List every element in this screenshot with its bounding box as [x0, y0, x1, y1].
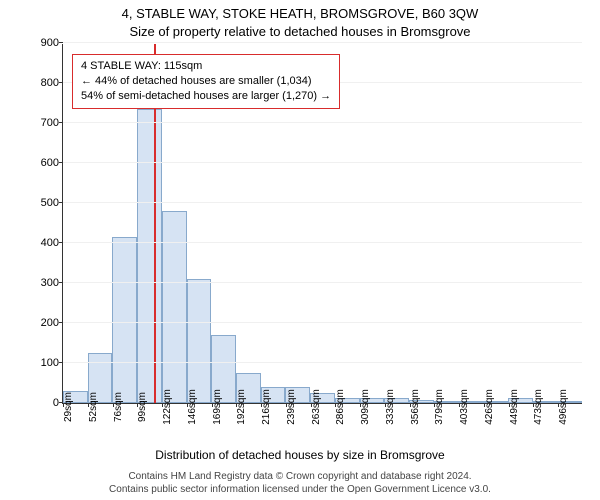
y-tick-mark — [59, 242, 63, 243]
x-tick-label: 52sqm — [88, 392, 99, 422]
x-tick-label: 169sqm — [212, 389, 223, 425]
x-tick-label: 146sqm — [187, 389, 198, 425]
annotation-line-1: 4 STABLE WAY: 115sqm — [81, 59, 331, 74]
footer-attribution: Contains HM Land Registry data © Crown c… — [0, 471, 600, 496]
y-tick-label: 900 — [41, 37, 59, 49]
x-tick-label: 333sqm — [385, 389, 396, 425]
footer-line-1: Contains HM Land Registry data © Crown c… — [0, 471, 600, 484]
grid-line — [63, 282, 582, 283]
grid-line — [63, 202, 582, 203]
grid-line — [63, 122, 582, 123]
y-tick-label: 400 — [41, 237, 59, 249]
x-tick-label: 426sqm — [484, 389, 495, 425]
y-tick-label: 0 — [53, 397, 59, 409]
y-tick-label: 300 — [41, 277, 59, 289]
histogram-bar — [112, 237, 137, 403]
y-tick-mark — [59, 362, 63, 363]
footer-line-2: Contains public sector information licen… — [0, 484, 600, 497]
histogram-bar — [187, 279, 212, 403]
y-tick-mark — [59, 202, 63, 203]
title-line-2: Size of property relative to detached ho… — [0, 24, 600, 39]
x-tick-label: 76sqm — [113, 392, 124, 422]
x-tick-label: 263sqm — [311, 389, 322, 425]
annotation-line-2: ← 44% of detached houses are smaller (1,… — [81, 74, 331, 89]
grid-line — [63, 162, 582, 163]
x-tick-label: 192sqm — [236, 389, 247, 425]
y-tick-mark — [59, 162, 63, 163]
y-tick-label: 200 — [41, 317, 59, 329]
y-tick-mark — [59, 122, 63, 123]
y-tick-label: 700 — [41, 117, 59, 129]
chart-container: 4, STABLE WAY, STOKE HEATH, BROMSGROVE, … — [0, 0, 600, 500]
x-tick-label: 473sqm — [533, 389, 544, 425]
annotation-line-3: 54% of semi-detached houses are larger (… — [81, 89, 331, 104]
y-tick-label: 500 — [41, 197, 59, 209]
grid-line — [63, 362, 582, 363]
x-tick-label: 496sqm — [558, 389, 569, 425]
grid-line — [63, 42, 582, 43]
grid-line — [63, 242, 582, 243]
y-tick-mark — [59, 282, 63, 283]
y-tick-label: 800 — [41, 77, 59, 89]
y-tick-label: 100 — [41, 357, 59, 369]
annotation-box: 4 STABLE WAY: 115sqm ← 44% of detached h… — [72, 54, 340, 109]
x-axis-label: Distribution of detached houses by size … — [0, 448, 600, 462]
x-tick-label: 356sqm — [410, 389, 421, 425]
x-tick-label: 286sqm — [335, 389, 346, 425]
x-tick-label: 239sqm — [286, 389, 297, 425]
x-tick-label: 449sqm — [509, 389, 520, 425]
x-tick-label: 122sqm — [162, 389, 173, 425]
x-tick-label: 29sqm — [63, 392, 74, 422]
y-tick-mark — [59, 42, 63, 43]
y-tick-label: 600 — [41, 157, 59, 169]
x-tick-label: 99sqm — [137, 392, 148, 422]
y-tick-mark — [59, 322, 63, 323]
grid-line — [63, 322, 582, 323]
x-tick-label: 216sqm — [261, 389, 272, 425]
x-tick-label: 379sqm — [434, 389, 445, 425]
x-tick-label: 309sqm — [360, 389, 371, 425]
x-tick-label: 403sqm — [459, 389, 470, 425]
histogram-bar — [137, 109, 162, 403]
title-line-1: 4, STABLE WAY, STOKE HEATH, BROMSGROVE, … — [0, 6, 600, 21]
y-tick-mark — [59, 82, 63, 83]
histogram-bar — [162, 211, 187, 403]
